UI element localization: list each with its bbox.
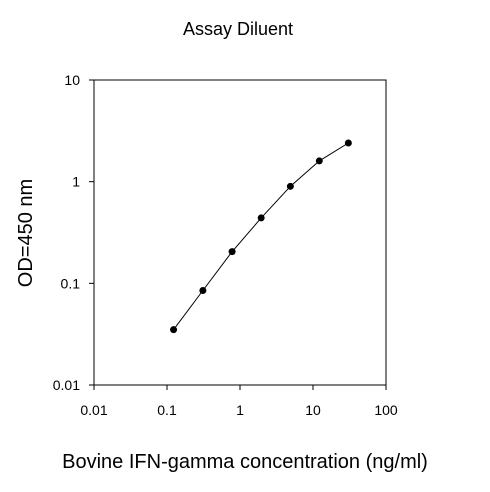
y-tick-label: 1 bbox=[72, 174, 80, 190]
y-tick-label: 10 bbox=[64, 72, 80, 88]
x-tick-label: 100 bbox=[374, 402, 398, 418]
x-tick-label: 1 bbox=[236, 402, 244, 418]
x-axis-label: Bovine IFN-gamma concentration (ng/ml) bbox=[62, 451, 428, 473]
plot-frame bbox=[93, 79, 387, 386]
x-tick-label: 0.1 bbox=[157, 402, 177, 418]
series-points bbox=[170, 139, 352, 334]
x-axis: 0.01 0.1 1 10 100 bbox=[80, 385, 398, 418]
y-axis-label: OD=450 nm bbox=[15, 179, 37, 287]
chart-title: Assay Diluent bbox=[183, 19, 293, 39]
data-point bbox=[344, 139, 352, 147]
data-point bbox=[257, 214, 265, 222]
data-point bbox=[170, 326, 178, 334]
series-line bbox=[173, 142, 349, 330]
x-tick-label: 0.01 bbox=[80, 402, 107, 418]
data-point bbox=[315, 157, 323, 165]
data-point bbox=[228, 248, 236, 256]
data-point bbox=[199, 287, 207, 295]
y-tick-label: 0.1 bbox=[61, 275, 81, 291]
y-tick-label: 0.01 bbox=[53, 377, 80, 393]
data-point bbox=[286, 182, 294, 190]
y-axis: 0.01 0.1 1 10 bbox=[53, 72, 94, 393]
x-tick-label: 10 bbox=[305, 402, 321, 418]
